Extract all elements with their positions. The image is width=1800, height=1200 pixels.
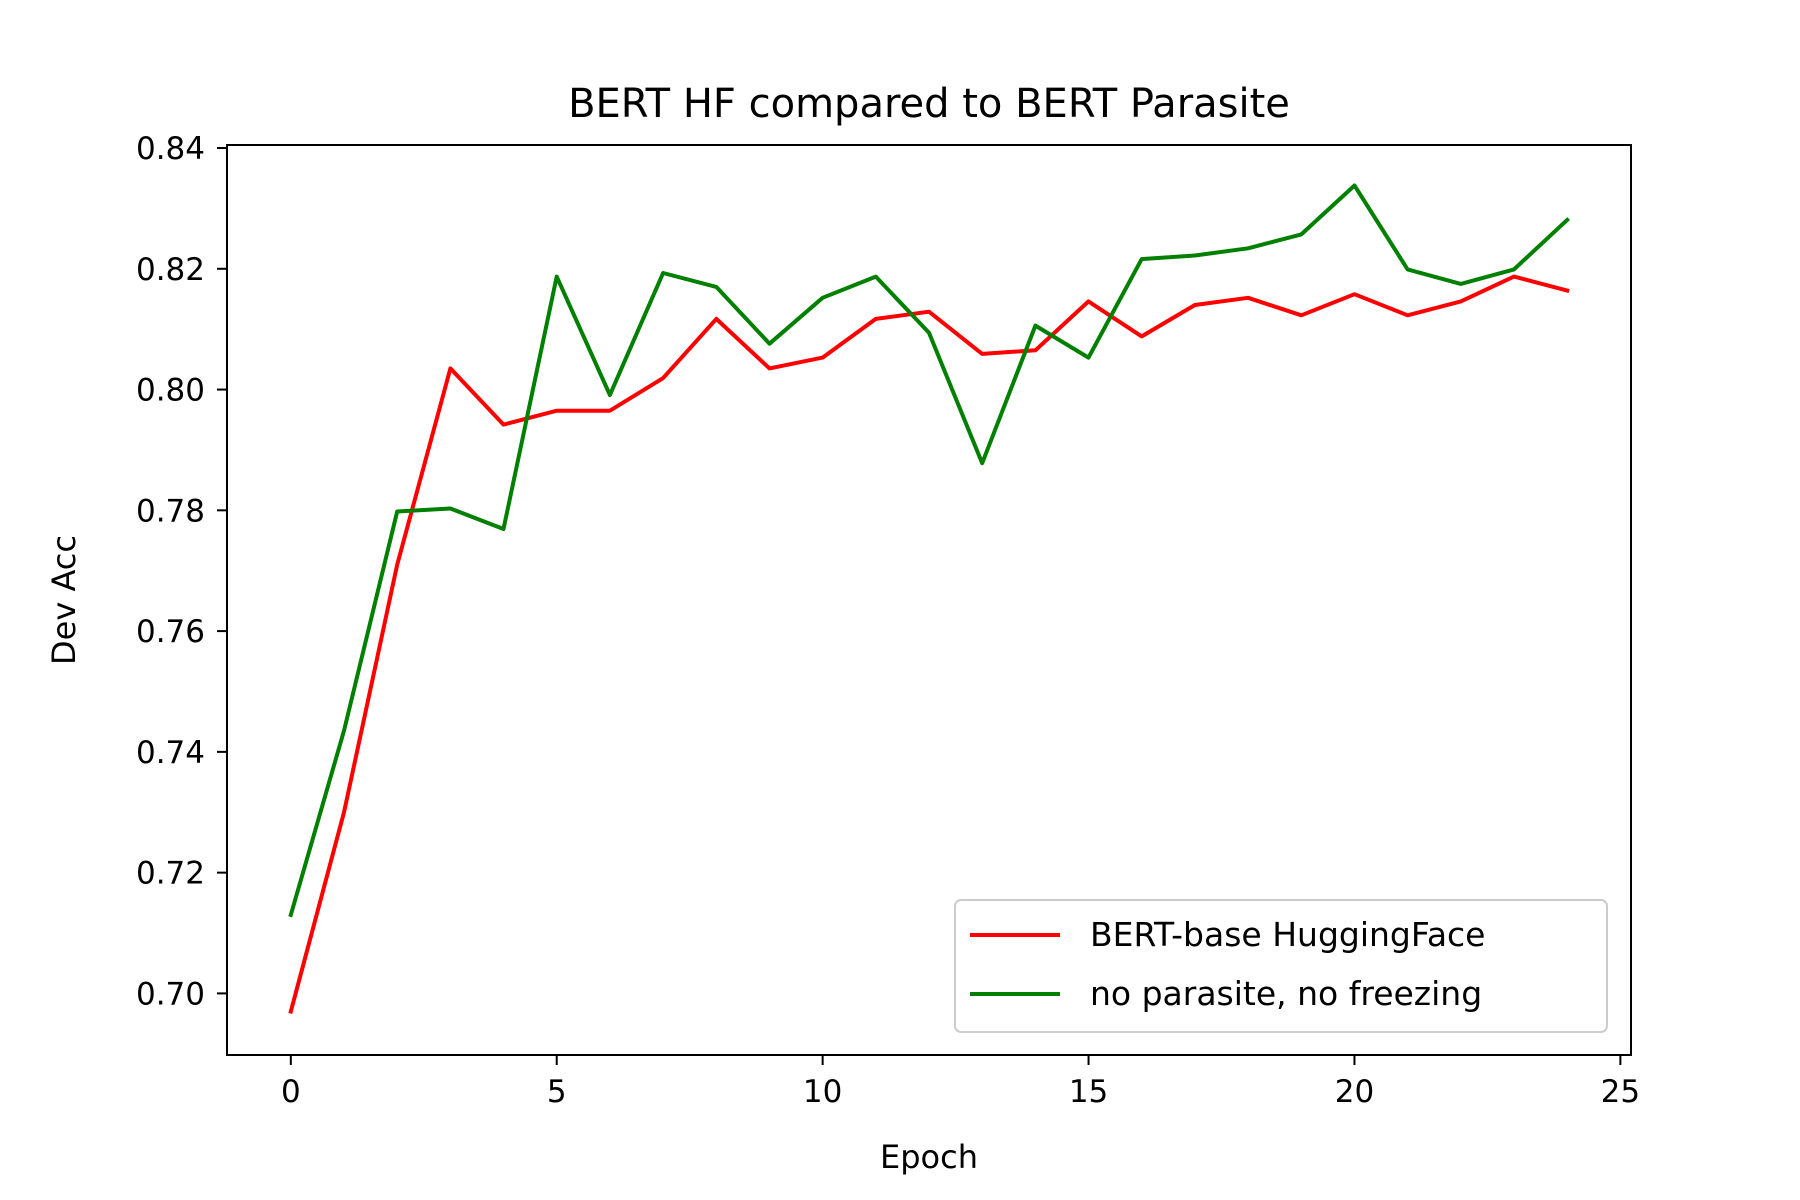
y-tick-label: 0.72	[136, 856, 205, 892]
x-tick-label: 15	[1069, 1074, 1108, 1110]
y-tick-label: 0.74	[136, 735, 205, 771]
x-tick-label: 5	[547, 1074, 567, 1110]
y-tick-label: 0.78	[136, 493, 205, 529]
legend-box	[954, 899, 1608, 1033]
legend-label-bert-base: BERT-base HuggingFace	[1090, 915, 1485, 954]
series-line-0	[288, 274, 1570, 1014]
x-tick-label: 20	[1335, 1074, 1374, 1110]
y-tick-label: 0.82	[136, 252, 205, 288]
x-tick-label: 25	[1601, 1074, 1640, 1110]
y-tick-label: 0.84	[136, 131, 205, 167]
chart-title: BERT HF compared to BERT Parasite	[568, 81, 1290, 127]
legend: BERT-base HuggingFace no parasite, no fr…	[954, 899, 1608, 1033]
plot-lines	[288, 183, 1571, 1014]
x-tick-label: 0	[281, 1074, 301, 1110]
x-axis-ticks: 0 5 10 15 20 25	[281, 1055, 1640, 1110]
y-axis-ticks: 0.70 0.72 0.74 0.76 0.78 0.80 0.82 0.84	[136, 131, 227, 1012]
x-axis-label: Epoch	[880, 1138, 978, 1176]
x-tick-label: 10	[803, 1074, 842, 1110]
y-tick-label: 0.76	[136, 614, 205, 650]
series-line-1	[288, 183, 1571, 918]
y-tick-label: 0.70	[136, 976, 205, 1012]
y-axis-label: Dev Acc	[45, 535, 83, 665]
plot-frame	[226, 144, 1632, 1056]
legend-label-no-parasite: no parasite, no freezing	[1090, 974, 1482, 1013]
y-tick-label: 0.80	[136, 373, 205, 409]
